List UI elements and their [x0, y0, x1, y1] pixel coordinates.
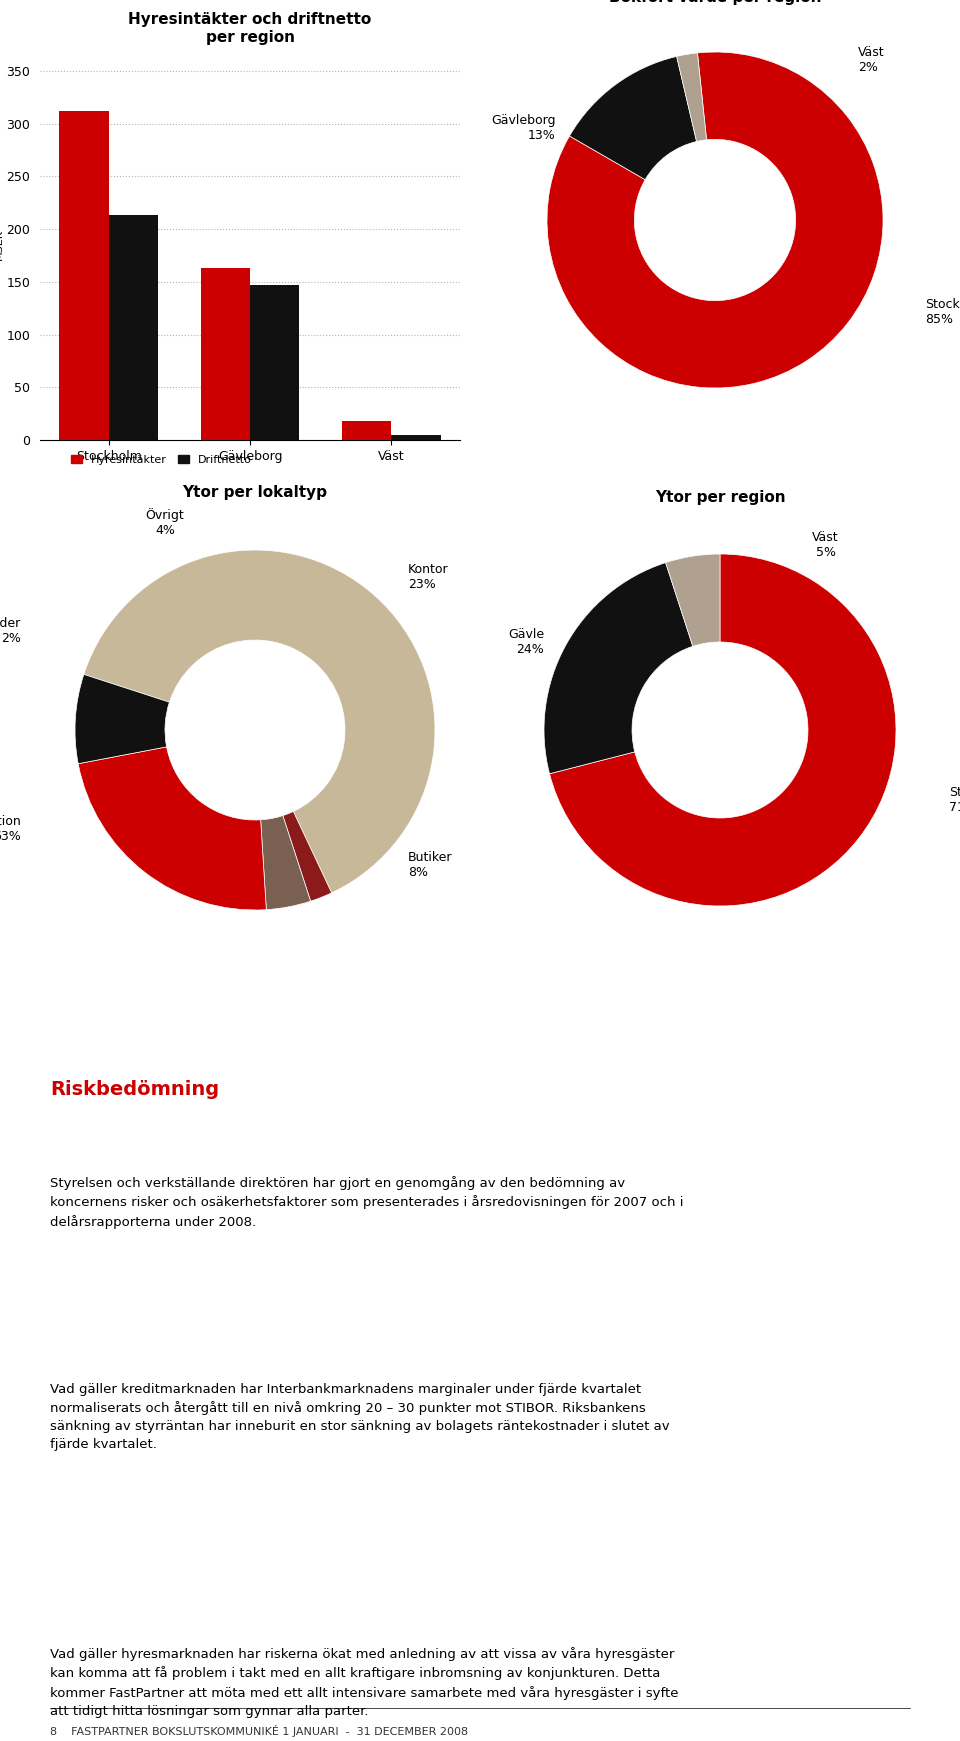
Text: Bostäder
2%: Bostäder 2% [0, 616, 21, 644]
Y-axis label: MSEK: MSEK [0, 230, 4, 261]
Wedge shape [544, 562, 693, 773]
Text: Stockholm
71%: Stockholm 71% [948, 787, 960, 815]
Bar [250, 286, 300, 440]
Bar [342, 421, 392, 440]
Text: Väst
5%: Väst 5% [812, 531, 839, 559]
Text: Vad gäller hyresmarknaden har riskerna ökat med anledning av att vissa av våra h: Vad gäller hyresmarknaden har riskerna ö… [50, 1647, 679, 1718]
Wedge shape [84, 550, 435, 893]
Wedge shape [677, 52, 707, 141]
Wedge shape [283, 811, 331, 902]
Bar [108, 216, 158, 440]
Text: Vad gäller kreditmarknaden har Interbankmarknadens marginaler under fjärde kvart: Vad gäller kreditmarknaden har Interbank… [50, 1382, 670, 1452]
Wedge shape [75, 674, 169, 764]
Wedge shape [569, 56, 697, 179]
Bar [392, 435, 441, 440]
Title: Ytor per lokaltyp: Ytor per lokaltyp [182, 484, 327, 500]
Wedge shape [261, 815, 311, 909]
Text: Butiker
8%: Butiker 8% [408, 851, 452, 879]
Bar [60, 111, 108, 440]
Text: Väst
2%: Väst 2% [858, 47, 884, 75]
Wedge shape [78, 747, 266, 911]
Text: Styrelsen och verkställande direktören har gjort en genomgång av den bedömning a: Styrelsen och verkställande direktören h… [50, 1175, 684, 1229]
Wedge shape [547, 52, 883, 388]
Wedge shape [665, 554, 720, 646]
Text: Gävle
24%: Gävle 24% [508, 629, 544, 656]
Text: Stockholm
85%: Stockholm 85% [925, 298, 960, 326]
Text: Riskbedömning: Riskbedömning [50, 1079, 219, 1099]
Text: 8    FASTPARTNER BOKSLUTSKOMMUNIKÉ 1 JANUARI  -  31 DECEMBER 2008: 8 FASTPARTNER BOKSLUTSKOMMUNIKÉ 1 JANUAR… [50, 1725, 468, 1738]
Bar [201, 268, 250, 440]
Title: Bokfört värde per region: Bokfört värde per region [609, 0, 821, 5]
Title: Ytor per region: Ytor per region [655, 489, 785, 505]
Text: Gävleborg
13%: Gävleborg 13% [491, 113, 556, 141]
Legend: Hyresintäkter, Driftnetto: Hyresintäkter, Driftnetto [66, 451, 256, 470]
Text: Övrigt
4%: Övrigt 4% [146, 508, 184, 538]
Title: Hyresintäkter och driftnetto
per region: Hyresintäkter och driftnetto per region [129, 12, 372, 45]
Text: Produktion
63%: Produktion 63% [0, 815, 21, 843]
Text: Kontor
23%: Kontor 23% [408, 562, 448, 590]
Wedge shape [549, 554, 896, 905]
